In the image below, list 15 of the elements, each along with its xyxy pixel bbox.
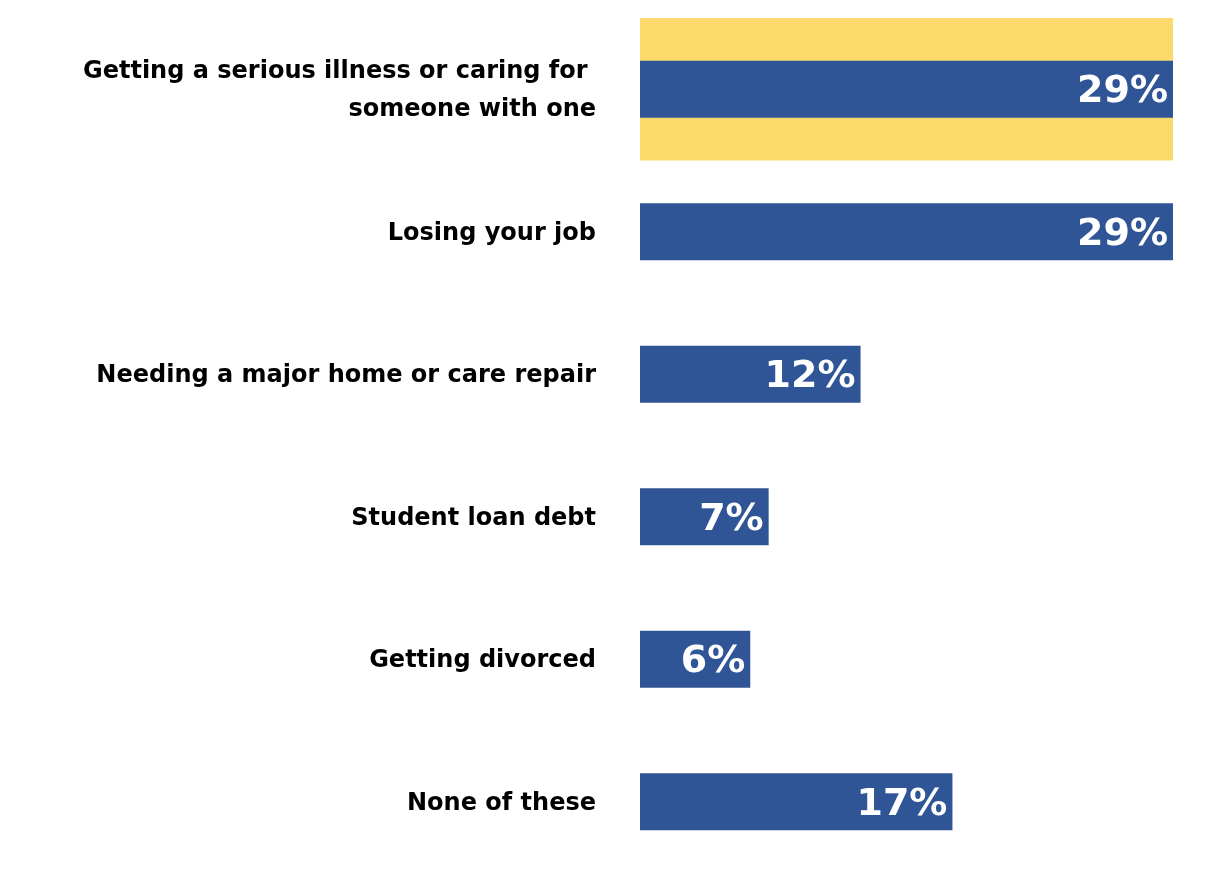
y-tick-label: None of these <box>407 787 596 816</box>
data-label: 6% <box>680 637 746 682</box>
y-tick-label: Needing a major home or care repair <box>96 360 597 389</box>
y-tick-label: Student loan debt <box>351 502 596 531</box>
bar <box>640 773 953 831</box>
data-label: 29% <box>1077 209 1168 254</box>
y-tick-label: Getting divorced <box>369 645 596 674</box>
data-label: 17% <box>856 779 948 824</box>
data-label: 29% <box>1077 67 1168 112</box>
bar <box>640 345 861 403</box>
data-label: 12% <box>764 352 856 397</box>
y-tick-label: Getting a serious illness or caring for someone with one <box>82 56 596 123</box>
y-tick-label: Losing your job <box>387 217 596 246</box>
data-label: 7% <box>699 494 764 539</box>
bar <box>640 203 1173 261</box>
